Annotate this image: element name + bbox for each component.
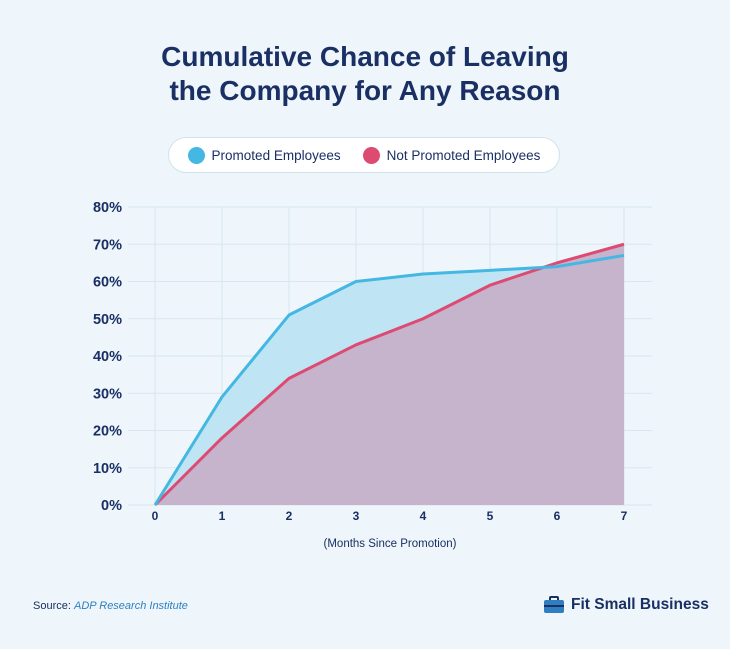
chart-title-line-1: Cumulative Chance of Leaving <box>161 41 569 72</box>
line-promoted <box>153 253 625 506</box>
x-tick-label: 3 <box>353 509 360 523</box>
y-tick-label: 50% <box>93 312 122 328</box>
brand-logo: Fit Small Business <box>543 596 709 614</box>
y-tick-label: 0% <box>101 498 122 514</box>
briefcase-icon <box>544 596 564 613</box>
chart-title: Cumulative Chance of Leaving the Company… <box>0 40 730 108</box>
source-note: Source: ADP Research Institute <box>33 600 188 612</box>
brand-name: Fit Small Business <box>571 596 709 613</box>
legend-swatch-not-promoted <box>362 146 380 164</box>
y-tick-label: 30% <box>93 386 122 402</box>
chart-legend: Promoted Employees Not Promoted Employee… <box>168 137 560 173</box>
y-tick-label: 60% <box>93 275 122 291</box>
x-tick-label: 6 <box>554 509 561 523</box>
x-tick-label: 1 <box>219 509 226 523</box>
source-label: Source: <box>33 600 71 612</box>
legend-label-not-promoted: Not Promoted Employees <box>386 147 541 163</box>
x-tick-label: 2 <box>286 509 293 523</box>
legend-item-promoted: Promoted Employees <box>187 146 341 164</box>
source-value: ADP Research Institute <box>73 600 188 612</box>
x-tick-label: 4 <box>420 509 427 523</box>
legend-item-not-promoted: Not Promoted Employees <box>362 146 541 164</box>
area-not-promoted <box>155 244 624 505</box>
x-tick-label: 0 <box>152 509 159 523</box>
legend-label-promoted: Promoted Employees <box>211 147 341 163</box>
y-tick-label: 20% <box>93 424 122 440</box>
y-tick-label: 70% <box>93 237 122 253</box>
chart-title-line-2: the Company for Any Reason <box>169 75 561 106</box>
legend-swatch-promoted <box>187 146 205 164</box>
y-tick-label: 10% <box>93 461 122 477</box>
x-tick-label: 5 <box>487 509 494 523</box>
x-axis-label: (Months Since Promotion) <box>323 538 457 550</box>
y-tick-label: 80% <box>93 200 122 216</box>
x-tick-label: 7 <box>621 509 628 523</box>
y-tick-label: 40% <box>93 349 122 365</box>
